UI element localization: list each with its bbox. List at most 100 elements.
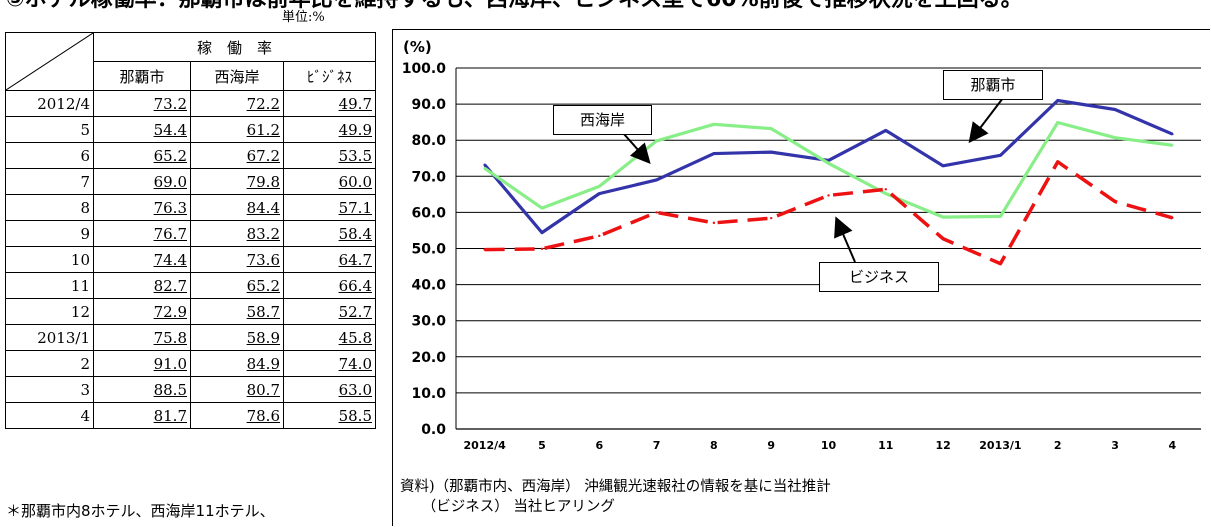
data-point [827,159,830,162]
data-point [483,167,486,170]
table-cell-value: 72.2 [246,94,280,113]
table-cell-value: 63.0 [338,380,372,399]
table-cell-value: 58.5 [338,406,372,425]
table-body: 2012/4 73.2 72.2 49.7 5 54.4 61.2 49.9 6 65.2 67.2… [5,90,376,429]
data-point [941,215,945,219]
table-row: 2 91.0 84.9 74.0 [5,350,376,377]
data-point [540,247,544,251]
y-tick-label: 60.0 [411,205,446,221]
table-row: 4 81.7 78.6 58.5 [5,402,376,429]
y-tick-label: 20.0 [411,350,446,366]
y-axis-label: (%) [403,38,432,56]
table-cell-value: 58.7 [246,302,280,321]
data-point [941,237,945,240]
table-cell-value: 74.0 [338,354,372,373]
table-cell-value: 74.4 [153,250,187,269]
data-point [655,178,658,182]
table-cell-value: 60.0 [338,172,372,191]
table-row: 12 72.9 58.7 52.7 [5,298,376,325]
y-tick-label: 100.0 [402,61,447,77]
data-point [655,139,658,143]
occupancy-table: 稼 働 率 那覇市 西海岸 ﾋﾞｼﾞﾈｽ 2012/4 73.2 72.2 49.7 5 54… [5,32,376,429]
x-tick-label: 11 [878,439,893,452]
data-point [827,162,830,165]
row-label: 7 [5,168,94,195]
table-cell-value: 61.2 [246,120,280,139]
data-point [769,216,773,220]
data-point [483,163,486,166]
data-point [884,192,888,195]
x-tick-label: 7 [653,439,661,452]
table-cell-value: 78.6 [246,406,280,425]
table-row: 2012/4 73.2 72.2 49.7 [5,90,376,117]
table-cell-value: 82.7 [153,276,187,295]
diagonal-line [6,33,93,90]
data-point [1113,200,1117,203]
y-tick-label: 30.0 [411,314,446,330]
table-cell-value: 81.7 [153,406,187,425]
y-tick-label: 10.0 [411,386,446,402]
table-cell-value: 65.2 [246,276,280,295]
table-cell-value: 91.0 [153,354,187,373]
row-label: 9 [5,220,94,247]
table-row: 2013/1 75.8 58.9 45.8 [5,324,376,351]
table-cell-value: 83.2 [246,224,280,243]
x-tick-label: 10 [821,439,837,452]
table-cell-value: 75.8 [153,328,187,347]
table-group-header: 稼 働 率 [93,32,376,62]
x-tick-label: 4 [1169,439,1177,452]
x-tick-label: 8 [710,439,718,452]
table-cell-value: 58.4 [338,224,372,243]
chart-frame: (%) 0.0 10.0 20.0 30.0 40.0 50.0 60.0 70.0 80.0 90… [392,29,1210,526]
y-tick-label: 80.0 [411,133,446,149]
table-row: 3 88.5 80.7 63.0 [5,376,376,403]
table-cell-value: 80.7 [246,380,280,399]
data-point [540,231,544,234]
table-row: 10 74.4 73.6 64.7 [5,246,376,273]
table-cell-value: 84.9 [246,354,280,373]
data-point [769,150,773,154]
data-point [827,194,830,197]
x-tick-label: 2013/1 [979,439,1021,452]
y-tick-label: 90.0 [411,97,446,113]
source-note: 資料)（那覇市内、西海岸） 沖縄観光速報社の情報を基に当社推計 （ビジネス） 当… [400,479,831,515]
data-point [540,206,544,210]
data-point [1056,121,1059,124]
table-row: 5 54.4 61.2 49.9 [5,116,376,143]
row-label: 5 [5,116,94,143]
data-point [769,127,773,130]
x-tick-label: 5 [538,439,546,452]
table-cell-value: 76.3 [153,198,187,217]
x-tick-label: 2 [1054,439,1062,452]
y-tick-label: 0.0 [421,422,446,438]
x-tick-label: 9 [767,439,775,452]
data-point [1171,144,1174,147]
table-corner-cell [5,32,94,91]
y-tick-label: 40.0 [411,278,446,294]
data-point [1171,132,1174,136]
table-cell-value: 45.8 [338,328,372,347]
row-label: 4 [5,402,94,429]
table-column-headers: 那覇市 西海岸 ﾋﾞｼﾞﾈｽ [6,61,376,91]
table-column-header: 那覇市 [93,61,191,91]
data-point [884,188,888,191]
table-footnote: ＊那覇市内8ホテル、西海岸11ホテル、 [6,502,275,520]
table-row: 11 82.7 65.2 66.4 [5,272,376,299]
data-point [884,129,888,132]
legend-callout-naha: 那覇市 [943,70,1043,100]
data-point [999,262,1002,265]
row-label: 3 [5,376,94,403]
table-cell-value: 58.9 [246,328,280,347]
table-cell-value: 54.4 [153,120,187,139]
data-point [1113,108,1117,111]
table-row: 8 76.3 84.4 57.1 [5,194,376,221]
row-label: 2 [5,350,94,377]
data-point [1056,160,1059,164]
table-column-header: 西海岸 [190,61,284,91]
table-cell-value: 67.2 [246,146,280,165]
legend-callout-nishikaigan: 西海岸 [553,105,652,135]
data-point [598,185,601,188]
y-tick-label: 70.0 [411,169,446,185]
row-label: 8 [5,194,94,221]
data-point [999,154,1002,157]
